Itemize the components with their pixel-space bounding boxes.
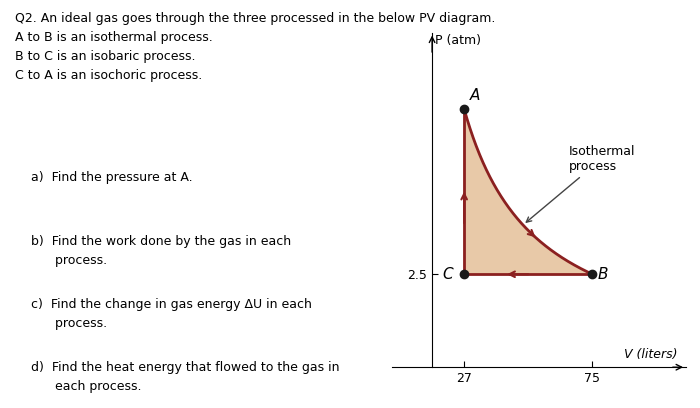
Text: C: C bbox=[443, 267, 454, 282]
Text: b)  Find the work done by the gas in each
      process.: b) Find the work done by the gas in each… bbox=[31, 235, 291, 266]
Text: c)  Find the change in gas energy ΔU in each
      process.: c) Find the change in gas energy ΔU in e… bbox=[31, 298, 312, 330]
Text: V (liters): V (liters) bbox=[624, 348, 678, 361]
Polygon shape bbox=[464, 109, 592, 274]
Text: a)  Find the pressure at A.: a) Find the pressure at A. bbox=[31, 171, 192, 184]
Text: P (atm): P (atm) bbox=[435, 34, 481, 47]
Text: A: A bbox=[470, 89, 480, 104]
Text: Q2. An ideal gas goes through the three processed in the below PV diagram.
A to : Q2. An ideal gas goes through the three … bbox=[15, 12, 496, 82]
Text: B: B bbox=[598, 267, 608, 282]
Text: d)  Find the heat energy that flowed to the gas in
      each process.: d) Find the heat energy that flowed to t… bbox=[31, 361, 340, 393]
Text: Isothermal
process: Isothermal process bbox=[526, 145, 635, 222]
